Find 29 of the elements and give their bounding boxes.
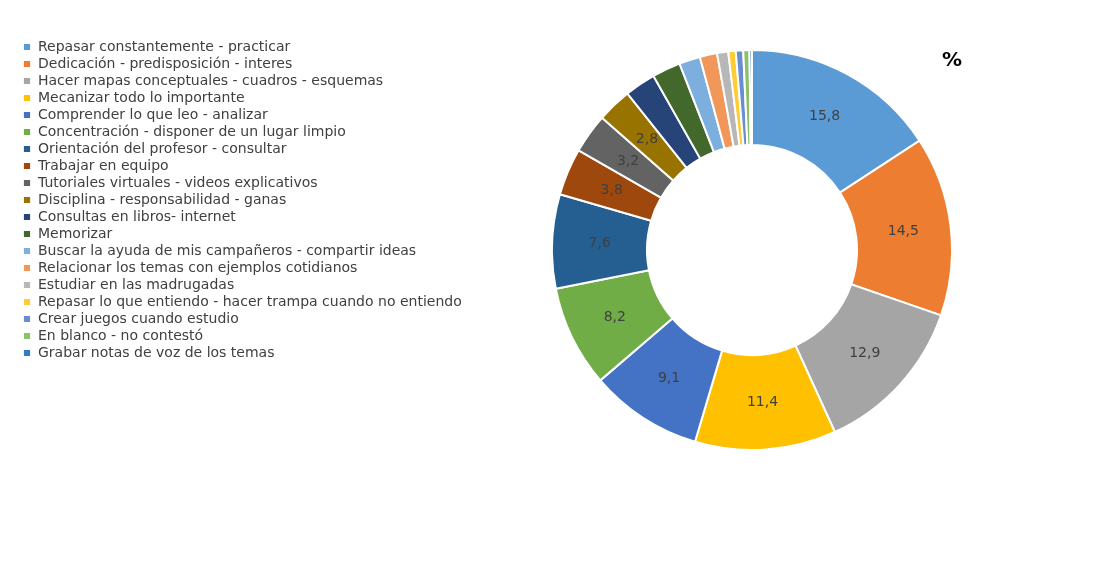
data-label: 12,9	[849, 343, 881, 360]
data-label: 8,2	[603, 307, 626, 324]
legend-label: Consultas en libros- internet	[38, 208, 237, 224]
legend-label: Crear juegos cuando estudio	[38, 310, 239, 326]
legend-label: Relacionar los temas con ejemplos cotidianos	[38, 259, 358, 275]
legend-label: Orientación del profesor - consultar	[38, 140, 287, 156]
data-label: 15,8	[809, 106, 841, 123]
legend-label: Repasar constantemente - practicar	[38, 38, 291, 54]
legend-label: Memorizar	[38, 225, 113, 241]
data-label: 7,6	[588, 234, 611, 251]
data-label: 11,4	[746, 393, 779, 410]
legend-label: Disciplina - responsabilidad - ganas	[38, 191, 287, 207]
legend-label: Hacer mapas conceptuales - cuadros - esquemas	[38, 72, 384, 88]
legend-label: En blanco - no contestó	[38, 327, 204, 343]
legend-label: Dedicación - predisposición - interes	[38, 55, 293, 71]
data-label: 3,8	[600, 181, 623, 198]
legend-label: Buscar la ayuda de mis campañeros - compartir ideas	[38, 242, 417, 258]
legend-label: Trabajar en equipo	[37, 157, 169, 173]
legend-label: Tutoriales virtuales - videos explicativos	[37, 174, 318, 190]
data-label: 2,8	[635, 130, 659, 147]
chart-title: %	[941, 47, 962, 71]
legend-label: Concentración - disponer de un lugar limpio	[38, 123, 346, 139]
data-label: 9,1	[657, 368, 681, 385]
legend-label: Estudiar en las madrugadas	[38, 276, 235, 292]
data-label: 14,5	[887, 222, 919, 239]
legend-label: Mecanizar todo lo importante	[38, 89, 245, 105]
legend-label: Comprender lo que leo - analizar	[38, 106, 268, 122]
legend-label: Repasar lo que entiendo - hacer trampa cuando no entiendo	[38, 293, 462, 309]
legend-label: Grabar notas de voz de los temas	[38, 344, 275, 360]
